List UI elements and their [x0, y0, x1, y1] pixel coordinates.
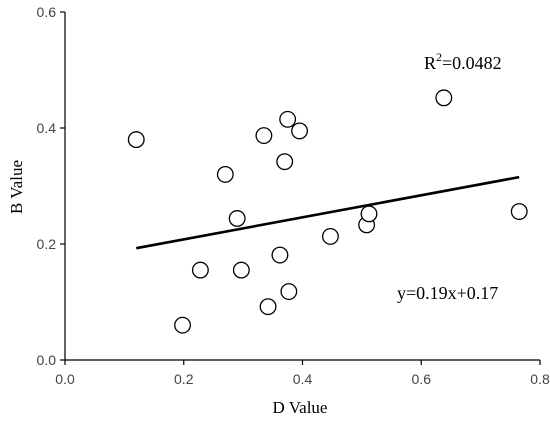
- x-tick-label: 0.4: [293, 371, 313, 387]
- x-tick-label: 0.6: [412, 371, 432, 387]
- data-point: [435, 89, 453, 107]
- r-squared-value: =0.0482: [442, 53, 502, 73]
- data-point: [279, 110, 297, 128]
- y-tick-label: 0.4: [37, 120, 57, 136]
- data-point: [510, 203, 528, 220]
- data-points: [127, 89, 528, 334]
- data-point: [321, 228, 339, 245]
- x-axis-title: D Value: [273, 398, 328, 417]
- x-tick-label: 0.2: [174, 371, 194, 387]
- data-point: [280, 283, 298, 301]
- r-squared-annotation: R2=0.0482: [424, 50, 502, 73]
- regression-line: [136, 175, 520, 250]
- data-point: [291, 122, 308, 140]
- y-tick-label: 0.0: [37, 352, 57, 368]
- data-point: [174, 316, 192, 334]
- data-point: [360, 205, 378, 223]
- data-point: [276, 153, 294, 171]
- x-tick-label: 0.8: [530, 371, 550, 387]
- x-axis-ticks: 0.0 0.2 0.4 0.6 0.8: [55, 360, 550, 387]
- r-squared-prefix: R: [424, 53, 436, 73]
- data-point: [255, 127, 273, 144]
- data-point: [259, 298, 277, 316]
- y-tick-label: 0.2: [37, 236, 57, 252]
- y-tick-label: 0.6: [37, 4, 57, 20]
- data-point: [127, 131, 145, 149]
- r-squared-superscript: 2: [436, 50, 442, 64]
- data-point: [191, 261, 209, 279]
- data-point: [271, 246, 289, 264]
- data-point: [232, 261, 250, 279]
- x-tick-label: 0.0: [55, 371, 75, 387]
- y-axis-title: B Value: [7, 160, 26, 214]
- data-point: [228, 210, 246, 227]
- data-point: [216, 165, 234, 183]
- y-axis-ticks: 0.0 0.2 0.4 0.6: [37, 4, 65, 368]
- equation-annotation: y=0.19x+0.17: [397, 283, 498, 303]
